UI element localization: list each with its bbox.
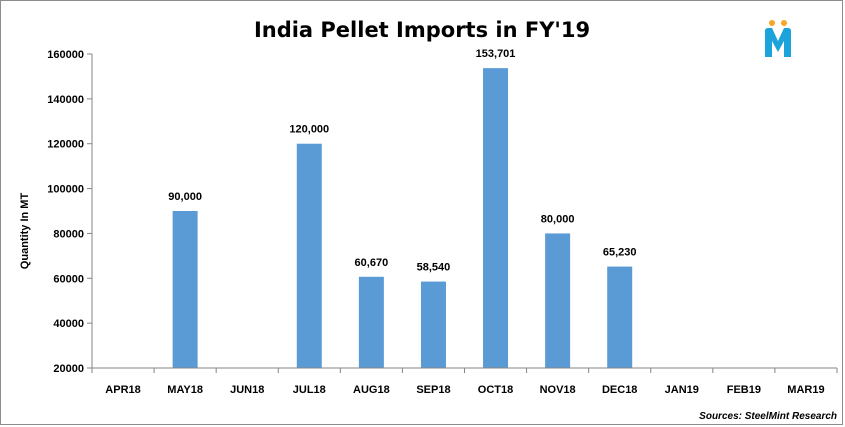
y-tick-label: 160000 <box>47 49 84 61</box>
y-axis-label: Quantity In MT <box>19 193 31 270</box>
bar <box>483 68 509 369</box>
x-tick-label: SEP18 <box>416 384 450 396</box>
x-tick-label: DEC18 <box>602 384 637 396</box>
source-note: Sources: SteelMint Research <box>699 411 837 422</box>
data-label: 60,670 <box>355 257 389 269</box>
logo-dot-right <box>781 20 787 26</box>
data-label: 90,000 <box>168 191 202 203</box>
y-axis: 20000 40000 60000 80000 100000 120000 140000 16… <box>47 49 93 375</box>
y-tick-label: 140000 <box>47 94 84 106</box>
bar <box>296 143 322 368</box>
logo-m-shape <box>765 28 791 57</box>
bar <box>420 281 446 368</box>
x-tick-label: AUG18 <box>353 384 390 396</box>
chart-title: India Pellet Imports in FY'19 <box>254 18 590 42</box>
data-label: 80,000 <box>541 213 575 225</box>
data-label: 120,000 <box>289 124 329 136</box>
x-tick-label: APR18 <box>105 384 140 396</box>
data-label: 65,230 <box>603 247 637 259</box>
y-tick-label: 60000 <box>53 273 84 285</box>
x-axis: APR18 MAY18 JUN18 JUL18 AUG18 SEP18 OCT18 NOV18… <box>91 367 838 396</box>
bar <box>172 211 198 368</box>
steelmint-logo <box>765 20 791 57</box>
x-tick-label: JUN18 <box>230 384 264 396</box>
bar <box>545 233 571 368</box>
bars <box>172 68 633 369</box>
x-tick-label: NOV18 <box>540 384 576 396</box>
y-tick-label: 120000 <box>47 139 84 151</box>
data-label: 153,701 <box>476 48 516 60</box>
bar <box>607 266 633 368</box>
bar <box>358 276 384 368</box>
logo-dot-left <box>769 20 775 26</box>
x-tick-label: MAY18 <box>167 384 203 396</box>
data-label: 58,540 <box>417 262 451 274</box>
x-tick-label: FEB19 <box>727 384 761 396</box>
y-tick-label: 100000 <box>47 184 84 196</box>
y-tick-label: 80000 <box>53 228 84 240</box>
y-tick-label: 40000 <box>53 318 84 330</box>
x-tick-label: OCT18 <box>478 384 513 396</box>
x-tick-label: MAR19 <box>787 384 824 396</box>
x-tick-label: JUL18 <box>293 384 326 396</box>
data-labels: 90,000 120,000 60,670 58,540 153,701 80,000 65… <box>168 48 636 273</box>
y-tick-label: 20000 <box>53 363 84 375</box>
x-tick-label: JAN19 <box>665 384 699 396</box>
